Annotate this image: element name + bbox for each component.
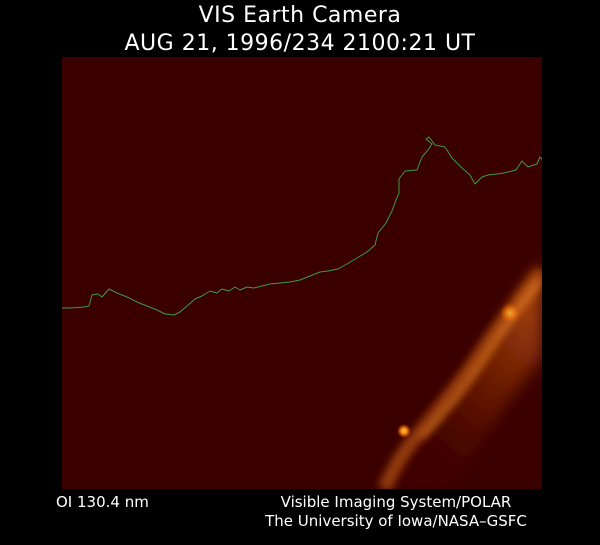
coastline-overlay: [62, 136, 542, 316]
earth-camera-image: [62, 57, 542, 489]
aurora-bright-spot: [500, 303, 520, 323]
credits: Visible Imaging System/POLAR The Univers…: [240, 493, 552, 531]
earth-image-canvas: [62, 57, 542, 489]
observation-timestamp: AUG 21, 1996/234 2100:21 UT: [124, 31, 476, 56]
bright-point-source: [397, 424, 411, 438]
institution-credit: The University of Iowa/NASA–GSFC: [265, 512, 527, 530]
aurora-oval-core: [420, 280, 542, 439]
header: VIS Earth Camera AUG 21, 1996/234 2100:2…: [0, 2, 600, 58]
instrument-credit: Visible Imaging System/POLAR: [280, 493, 512, 511]
camera-title: VIS Earth Camera: [198, 3, 402, 28]
filter-wavelength-label: OI 130.4 nm: [56, 493, 149, 511]
